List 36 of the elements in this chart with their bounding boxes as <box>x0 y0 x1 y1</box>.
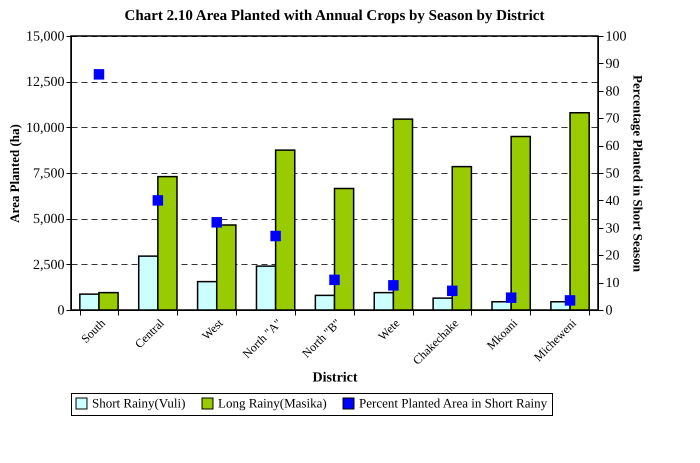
y2-tick-label: 70 <box>606 112 620 127</box>
y2-tick-label: 20 <box>606 248 620 264</box>
chart-title: Chart 2.10 Area Planted with Annual Crops by Season by District <box>124 8 544 24</box>
legend-label: Percent Planted Area in Short Rainy <box>359 396 548 411</box>
point <box>211 217 222 228</box>
y2-axis-title: Percentage Planted in Short Season <box>630 75 646 273</box>
y-axis-title: Area Planted (ha) <box>7 124 22 223</box>
y2-tick-label: 30 <box>606 221 620 236</box>
x-tick-label: Wete <box>375 316 402 344</box>
y-tick-label: 0 <box>58 304 64 318</box>
point <box>94 69 104 80</box>
y-tick-label: 12,500 <box>26 75 64 90</box>
y2-tick-label: 0 <box>606 304 612 318</box>
y2-tick-label: 90 <box>606 56 620 72</box>
point <box>506 292 516 303</box>
x-tick-label: West <box>199 316 226 343</box>
y2-tick-label: 100 <box>606 30 626 44</box>
y2-tick-label: 50 <box>606 166 620 182</box>
y2-tick-label: 80 <box>606 84 620 100</box>
y-tick-label: 10,000 <box>26 120 64 136</box>
legend-label: Long Rainy(Masika) <box>218 396 327 411</box>
y-tick-label: 7,500 <box>33 166 64 182</box>
point <box>564 295 576 306</box>
legend-label: Short Rainy(Vuli) <box>92 396 186 411</box>
y-tick-label: 15,000 <box>26 30 64 44</box>
y-tick-label: 2,500 <box>33 258 64 273</box>
point <box>329 274 340 286</box>
point <box>152 195 164 206</box>
y-tick-label: 5,000 <box>33 212 64 228</box>
point <box>270 230 281 242</box>
y2-tick-label: 60 <box>606 139 620 154</box>
x-axis-title: District <box>312 370 358 386</box>
point <box>388 280 399 291</box>
point <box>447 286 458 296</box>
y2-tick-label: 40 <box>606 194 620 209</box>
y2-tick-label: 10 <box>606 276 620 292</box>
